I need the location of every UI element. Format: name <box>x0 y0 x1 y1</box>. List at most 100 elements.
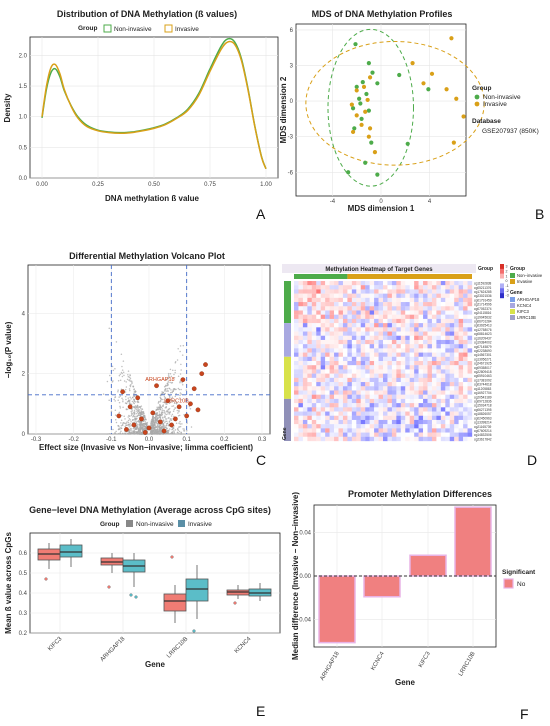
panel-d-heatmap-cell <box>329 327 335 332</box>
panel-d-heatmap-cell <box>391 306 397 311</box>
panel-d-heatmap-cell <box>311 327 317 332</box>
panel-c-highlight-point <box>191 386 197 392</box>
panel-c-point <box>125 402 128 405</box>
panel-d-heatmap-cell <box>387 323 393 328</box>
panel-d-heatmap-cell <box>463 365 468 370</box>
panel-c-point <box>171 413 174 416</box>
panel-d-heatmap-cell <box>409 289 415 294</box>
panel-c-point <box>122 406 124 408</box>
panel-d-heatmap-cell <box>449 318 455 324</box>
panel-b-point-noninvasive <box>358 101 363 106</box>
panel-c-point <box>129 430 131 432</box>
panel-d-heatmap-cell <box>449 339 455 345</box>
panel-d-heatmap-cell <box>409 339 415 345</box>
panel-d-heatmap-cell <box>334 390 339 395</box>
panel-d-heatmap-cell <box>302 352 308 357</box>
panel-c-highlight-point <box>146 425 152 431</box>
panel-d-heatmap-cell <box>405 369 410 374</box>
panel-d-heatmap-cell <box>325 394 330 400</box>
panel-d-heatmap-cell <box>454 293 459 298</box>
panel-d-heatmap-cell <box>458 432 464 437</box>
panel-d-heatmap-cell <box>316 382 321 387</box>
panel-d-heatmap-cell <box>338 407 344 412</box>
panel-c-point <box>138 412 140 414</box>
panel-d-heatmap-cell <box>423 314 428 320</box>
panel-d-heatmap-cell <box>440 365 446 370</box>
panel-d-heatmap-cell <box>334 352 339 357</box>
panel-c-point <box>132 430 134 433</box>
panel-d-heatmap-cell <box>307 373 312 378</box>
panel-c-point <box>137 408 140 410</box>
panel-d-heatmap-cell <box>365 365 370 370</box>
panel-c-point <box>157 425 159 427</box>
panel-d-heatmap-cell <box>347 289 352 294</box>
panel-d-heatmap-cell <box>436 281 441 286</box>
panel-d-row-label: cg03925413 <box>474 324 492 328</box>
panel-d-heatmap-cell <box>325 407 330 412</box>
panel-c-point <box>162 405 164 408</box>
panel-d-heatmap-cell <box>436 419 441 425</box>
panel-d-heatmap-cell <box>342 323 348 328</box>
panel-c-point <box>157 402 160 404</box>
panel-e-legend-invasive: Invasive <box>188 521 212 528</box>
panel-d-row-label: cg13398214 <box>474 421 492 425</box>
panel-c-point <box>156 428 159 430</box>
panel-d-heatmap-cell <box>449 331 455 336</box>
panel-c-point <box>142 410 145 413</box>
panel-d-heatmap-cell <box>356 352 361 357</box>
panel-d-heatmap-cell <box>409 386 415 391</box>
panel-d-heatmap-cell <box>418 428 424 433</box>
panel-d-heatmap-cell <box>347 428 352 433</box>
panel-c-point <box>136 415 139 418</box>
panel-d-heatmap-cell <box>369 356 375 362</box>
panel-d-heatmap-cell <box>334 419 339 425</box>
panel-d-heatmap-cell <box>463 293 468 298</box>
panel-d-heatmap-cell <box>405 289 410 294</box>
panel-d-heatmap-cell <box>351 377 357 383</box>
panel-c-point <box>166 388 169 390</box>
panel-d-heatmap-cell <box>463 281 468 286</box>
panel-d-heatmap-cell <box>334 297 339 303</box>
panel-d-heatmap-cell <box>347 344 352 349</box>
panel-d-heatmap-cell <box>325 377 330 383</box>
panel-d-heatmap-cell <box>418 436 424 442</box>
panel-d-heatmap-cell <box>378 419 384 425</box>
panel-d-heatmap-cell <box>365 377 370 383</box>
panel-d-heatmap-cell <box>387 327 393 332</box>
panel-d-heatmap-cell <box>360 424 366 429</box>
panel-c-point <box>181 381 183 384</box>
panel-d-heatmap-cell <box>436 377 441 383</box>
panel-c-point <box>124 388 127 391</box>
panel-d-heatmap-cell <box>351 344 357 349</box>
panel-d-heatmap-cell <box>311 318 317 324</box>
panel-c-point <box>180 369 182 371</box>
panel-c-point <box>177 412 179 414</box>
panel-c-point <box>118 374 121 377</box>
panel-c-point <box>133 415 135 417</box>
panel-d-heatmap-cell <box>316 356 321 362</box>
panel-d-heatmap-cell <box>320 419 326 425</box>
panel-d-heatmap-cell <box>400 356 406 362</box>
panel-d-heatmap-cell <box>436 306 441 311</box>
panel-d-heatmap-cell <box>414 386 419 391</box>
panel-d-heatmap-cell <box>427 327 433 332</box>
panel-c-point <box>125 424 127 426</box>
panel-c-point <box>128 418 131 420</box>
panel-d-heatmap-cell <box>294 318 299 324</box>
panel-c-point <box>122 400 124 403</box>
panel-d-heatmap-cell <box>378 289 384 294</box>
panel-d-heatmap-cell <box>316 411 321 416</box>
panel-b-point-invasive <box>454 96 459 101</box>
panel-d-heatmap-cell <box>329 356 335 362</box>
panel-d-heatmap-cell <box>378 403 384 408</box>
panel-d-heatmap-cell <box>298 369 304 374</box>
panel-d-heatmap-cell <box>458 339 464 345</box>
panel-d-heatmap-cell <box>418 365 424 370</box>
panel-d-heatmap-cell <box>423 339 428 345</box>
panel-d-heatmap-cell <box>405 398 410 404</box>
panel-d-title: Methylation Heatmap of Target Genes <box>325 267 433 273</box>
panel-d-heatmap-cell <box>414 306 419 311</box>
panel-d-heatmap-cell <box>383 289 388 294</box>
panel-d-heatmap-cell <box>436 394 441 400</box>
panel-d-heatmap-cell <box>387 369 393 374</box>
